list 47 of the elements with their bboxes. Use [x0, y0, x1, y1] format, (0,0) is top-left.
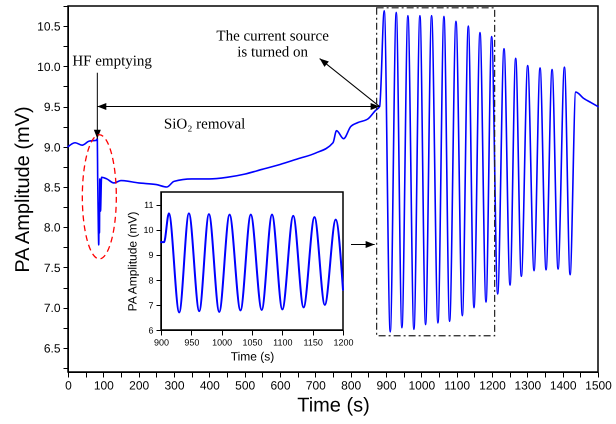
x-tick-label: 700	[306, 378, 326, 392]
y-tick-label: 9.5	[44, 100, 61, 114]
y-tick-label: 7.5	[44, 260, 61, 275]
y-axis-title: PA Amplitude (mV)	[125, 212, 140, 312]
annotation: The current source is turned on	[216, 28, 330, 61]
x-tick-label: 1050	[242, 338, 263, 348]
x-tick-label: 300	[164, 378, 185, 392]
x-tick-label: 950	[184, 338, 200, 348]
y-tick-label: 8.0	[44, 220, 61, 235]
y-tick-label: 10.0	[37, 60, 61, 74]
y-tick-label: 10.5	[37, 20, 61, 34]
x-tick-label: 1400	[550, 378, 577, 392]
y-tick-label: 11	[144, 200, 154, 210]
y-tick-label: 7.0	[44, 301, 61, 316]
x-tick-label: 1200	[333, 338, 354, 348]
x-tick-label: 1200	[479, 378, 506, 392]
x-tick-label: 0	[65, 378, 72, 392]
x-tick-label: 500	[235, 378, 256, 392]
y-tick-label: 7	[148, 300, 154, 310]
y-tick-label: 9.0	[44, 140, 61, 154]
x-tick-label: 600	[270, 378, 291, 392]
x-axis-title: Time (s)	[297, 394, 370, 416]
x-tick-label: 1000	[408, 378, 436, 392]
x-tick-label: 1100	[273, 338, 293, 348]
line-series	[160, 212, 344, 314]
x-tick-label: 800	[341, 378, 362, 392]
x-tick-label: 1300	[514, 378, 542, 392]
x-axis-title: Time (s)	[230, 350, 274, 364]
y-tick-label: 6	[148, 326, 154, 336]
annotation: SiO₂ removal	[164, 116, 246, 133]
line-series	[67, 10, 599, 333]
x-tick-label: 100	[94, 378, 114, 392]
x-tick-label: 200	[129, 378, 150, 392]
y-tick-label: 8.5	[44, 180, 61, 194]
annotation: HF emptying	[72, 54, 152, 70]
x-tick-label: 400	[200, 378, 220, 392]
x-tick-label: 1500	[585, 378, 612, 392]
y-tick-label: 10	[143, 225, 154, 236]
y-tick-label: 9	[148, 250, 154, 260]
x-tick-label: 1100	[444, 378, 470, 392]
y-axis-title: PA Amplitude (mV)	[12, 106, 34, 273]
y-tick-label: 8	[148, 275, 154, 286]
x-tick-label: 900	[154, 338, 170, 348]
x-tick-label: 1000	[212, 338, 232, 348]
x-tick-label: 900	[376, 378, 397, 392]
x-tick-label: 1150	[303, 338, 323, 348]
y-tick-label: 6.5	[44, 341, 61, 356]
